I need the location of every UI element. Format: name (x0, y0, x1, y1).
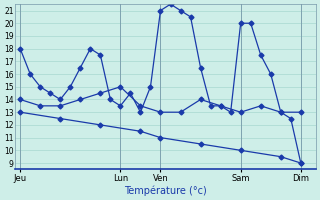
X-axis label: Température (°c): Température (°c) (124, 185, 207, 196)
